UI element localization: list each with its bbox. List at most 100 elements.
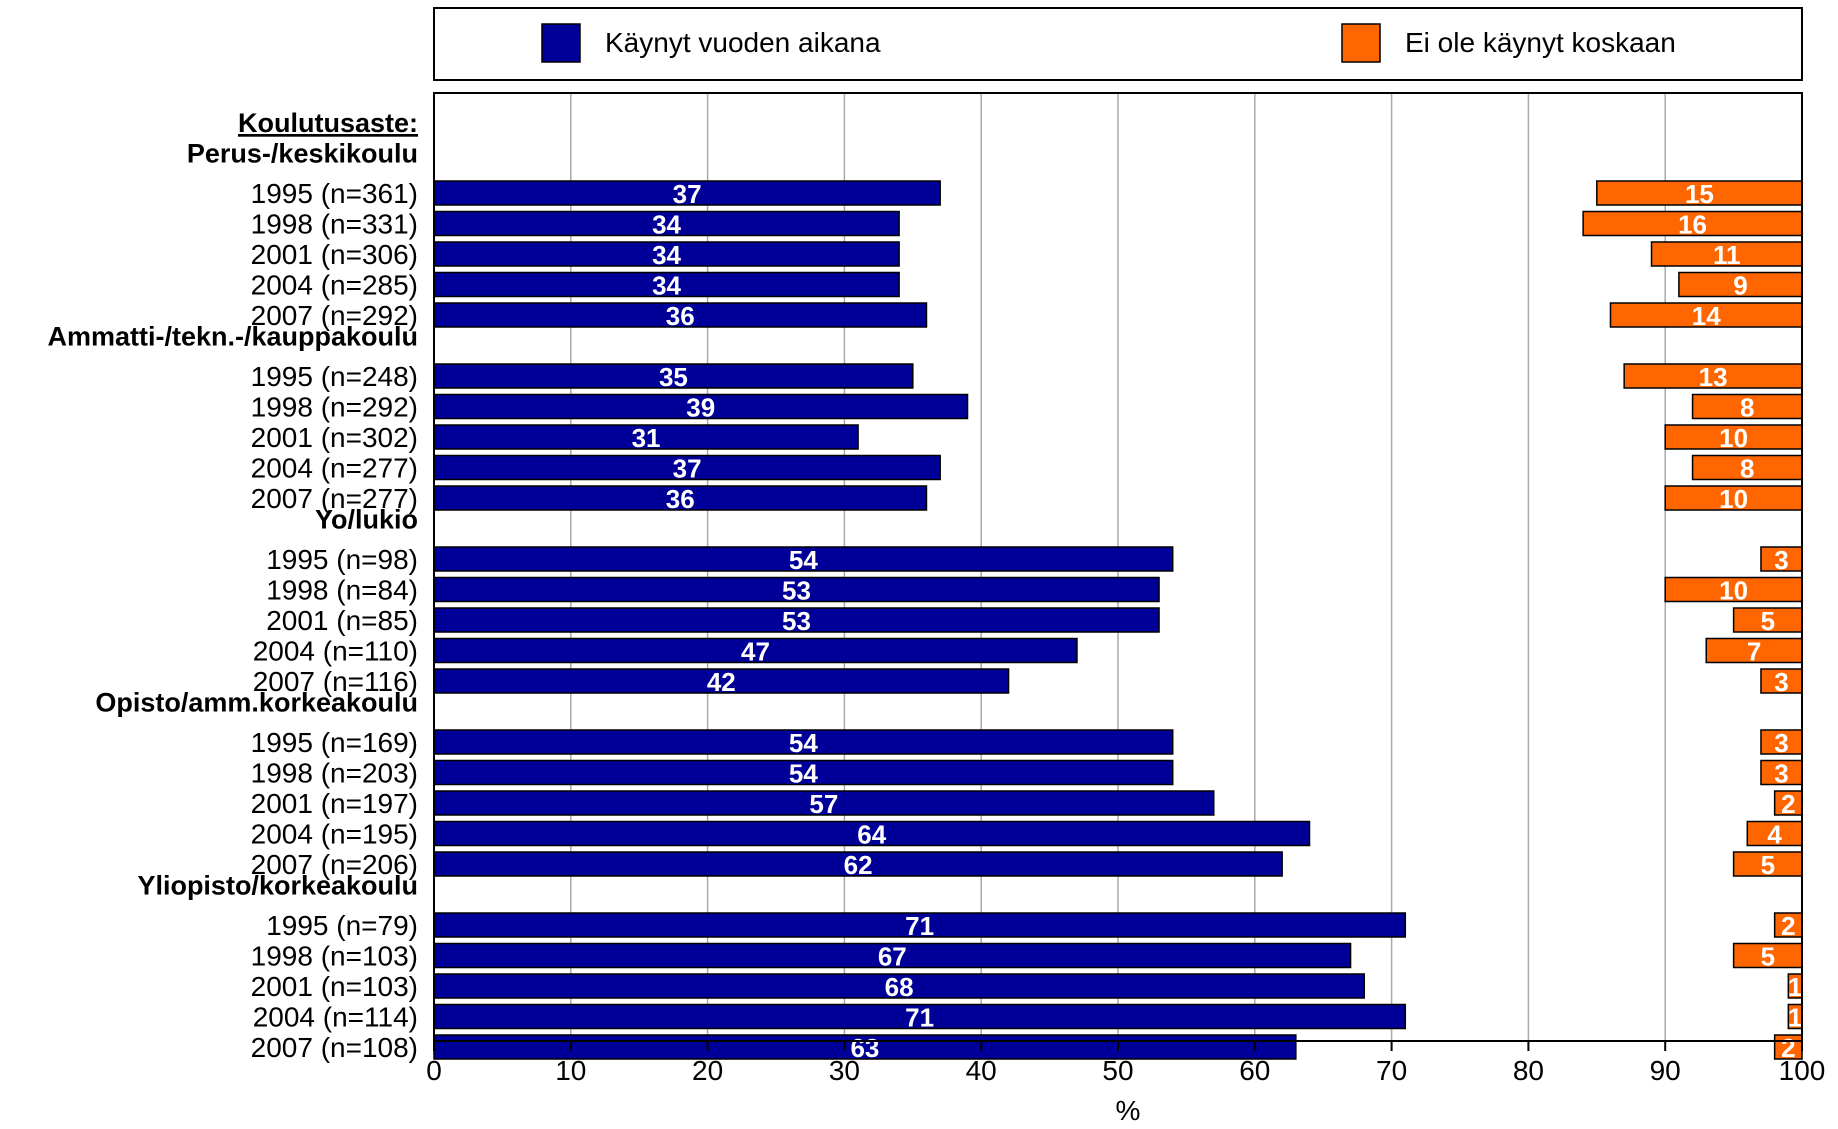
data-label-never: 10 bbox=[1719, 576, 1748, 606]
bar-never bbox=[1760, 759, 1803, 786]
data-label-never: 16 bbox=[1678, 210, 1707, 240]
bar-visited bbox=[433, 729, 1174, 755]
data-label-never: 1 bbox=[1788, 1003, 1802, 1033]
data-label-never: 5 bbox=[1761, 606, 1775, 636]
data-label-visited: 67 bbox=[878, 942, 907, 972]
data-label-visited: 37 bbox=[673, 454, 702, 484]
data-label-visited: 57 bbox=[809, 789, 838, 819]
data-label-visited: 31 bbox=[632, 423, 661, 453]
row-label: 1995 (n=169) bbox=[251, 727, 418, 758]
data-label-never: 3 bbox=[1774, 667, 1788, 697]
data-label-never: 8 bbox=[1740, 454, 1754, 484]
bar-visited bbox=[433, 637, 1078, 664]
data-label-never: 10 bbox=[1719, 484, 1748, 514]
data-label-visited: 71 bbox=[905, 1003, 934, 1033]
data-label-visited: 36 bbox=[666, 484, 695, 514]
x-tick-label: 50 bbox=[1102, 1055, 1133, 1086]
bar-visited bbox=[433, 271, 900, 298]
row-label: 2007 (n=108) bbox=[251, 1032, 418, 1063]
data-label-never: 11 bbox=[1713, 240, 1741, 270]
data-label-visited: 64 bbox=[857, 820, 886, 850]
bar-never bbox=[1582, 210, 1803, 237]
data-label-never: 4 bbox=[1767, 820, 1782, 850]
data-label-never: 2 bbox=[1781, 789, 1795, 819]
bar-never bbox=[1773, 1034, 1803, 1060]
row-label: 2004 (n=195) bbox=[251, 819, 418, 850]
data-label-never: 5 bbox=[1761, 942, 1775, 972]
bar-visited bbox=[433, 912, 1407, 938]
row-label: 2007 (n=277) bbox=[251, 483, 418, 514]
header-label: Koulutusaste: bbox=[238, 108, 418, 138]
bar-never bbox=[1623, 363, 1803, 389]
group-label: Yliopisto/korkeakoulu bbox=[137, 871, 418, 901]
bar-never bbox=[1691, 393, 1803, 420]
data-label-visited: 34 bbox=[652, 271, 681, 301]
row-label: 2001 (n=85) bbox=[266, 605, 418, 636]
data-label-never: 7 bbox=[1747, 637, 1761, 667]
bar-visited bbox=[433, 302, 928, 328]
data-label-never: 15 bbox=[1685, 179, 1714, 209]
plot-area-border bbox=[433, 92, 1803, 1042]
row-label: 1998 (n=203) bbox=[251, 758, 418, 789]
data-label-never: 14 bbox=[1692, 301, 1721, 331]
data-label-never: 10 bbox=[1719, 423, 1748, 453]
bar-never bbox=[1596, 180, 1803, 206]
x-axis-label: % bbox=[1116, 1095, 1141, 1126]
legend-label-never: Ei ole käynyt koskaan bbox=[1405, 27, 1676, 58]
data-label-never: 3 bbox=[1774, 728, 1788, 758]
x-tick-label: 60 bbox=[1239, 1055, 1270, 1086]
row-label: 2007 (n=116) bbox=[253, 666, 418, 697]
data-label-visited: 42 bbox=[707, 667, 736, 697]
row-label: 1995 (n=248) bbox=[251, 361, 418, 392]
bar-visited bbox=[433, 942, 1352, 969]
data-label-visited: 53 bbox=[782, 576, 811, 606]
data-label-visited: 37 bbox=[673, 179, 702, 209]
row-label: 1998 (n=292) bbox=[251, 392, 418, 423]
data-label-visited: 54 bbox=[789, 545, 818, 575]
bar-visited bbox=[433, 1034, 1297, 1060]
bar-never bbox=[1678, 271, 1803, 298]
bar-never bbox=[1664, 485, 1803, 511]
data-label-visited: 34 bbox=[652, 240, 681, 270]
data-label-never: 3 bbox=[1774, 545, 1788, 575]
group-label: Yo/lukio bbox=[315, 505, 418, 535]
x-tick-label: 30 bbox=[829, 1055, 860, 1086]
group-label: Perus-/keskikoulu bbox=[187, 139, 418, 169]
legend-label-visited: Käynyt vuoden aikana bbox=[605, 27, 881, 58]
row-label: 1995 (n=98) bbox=[266, 544, 418, 575]
x-tick-label: 10 bbox=[555, 1055, 586, 1086]
bar-visited bbox=[433, 576, 1160, 603]
bar-visited bbox=[433, 180, 941, 206]
x-axis: 0 10 20 30 40 50 60 70 80 90 100 bbox=[426, 1041, 1825, 1086]
bar-never bbox=[1732, 851, 1803, 877]
data-label-never: 13 bbox=[1699, 362, 1728, 392]
row-label: 2004 (n=114) bbox=[253, 1002, 418, 1033]
x-tick-label: 70 bbox=[1376, 1055, 1407, 1086]
row-label: 2004 (n=110) bbox=[253, 636, 418, 667]
bar-visited bbox=[433, 363, 914, 389]
group-label: Opisto/amm.korkeakoulu bbox=[95, 688, 418, 718]
data-label-visited: 53 bbox=[782, 606, 811, 636]
legend: Käynyt vuoden aikana Ei ole käynyt koska… bbox=[433, 7, 1803, 81]
x-tick-label: 0 bbox=[426, 1055, 442, 1086]
x-tick-label: 90 bbox=[1650, 1055, 1681, 1086]
data-label-visited: 35 bbox=[659, 362, 688, 392]
data-label-visited: 36 bbox=[666, 301, 695, 331]
x-tick-label: 100 bbox=[1779, 1055, 1826, 1086]
bar-never bbox=[1773, 912, 1803, 938]
data-label-never: 3 bbox=[1774, 759, 1788, 789]
data-label-visited: 62 bbox=[844, 850, 873, 880]
data-label-visited: 68 bbox=[885, 972, 914, 1002]
data-label-visited: 54 bbox=[789, 728, 818, 758]
data-label-visited: 71 bbox=[905, 911, 934, 941]
legend-frame bbox=[433, 7, 1803, 81]
bar-visited bbox=[433, 668, 1010, 694]
row-label: 2001 (n=103) bbox=[251, 971, 418, 1002]
bar-never bbox=[1773, 790, 1803, 816]
bar-visited bbox=[433, 973, 1365, 999]
bar-visited bbox=[433, 485, 928, 511]
row-label: 2004 (n=277) bbox=[251, 453, 418, 484]
row-label: 2004 (n=285) bbox=[251, 270, 418, 301]
